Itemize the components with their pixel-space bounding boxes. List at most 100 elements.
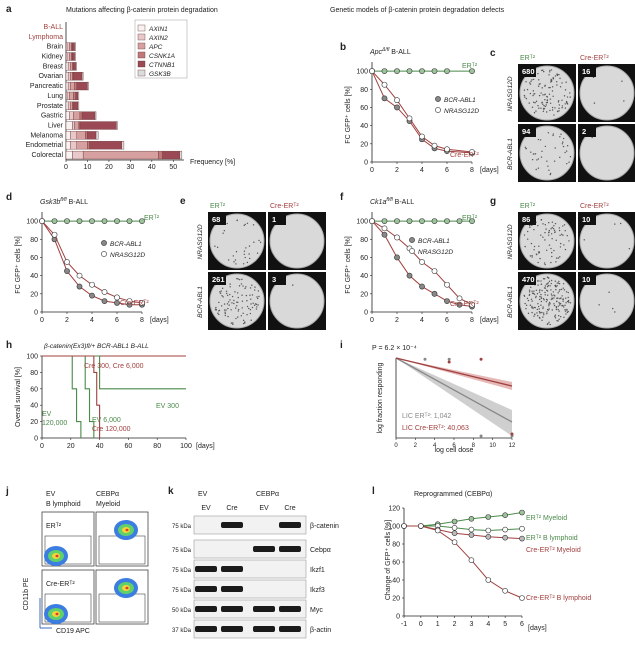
h-xtick-label: 100 <box>180 443 192 450</box>
j-density-peak <box>55 612 59 616</box>
c-colony <box>540 107 542 109</box>
c-colony <box>559 136 561 138</box>
e-colony <box>220 305 223 307</box>
e-colony <box>232 255 234 257</box>
l-xtick-label: 2 <box>453 621 457 628</box>
b-title-sup: Δ/fl <box>381 47 390 53</box>
e-well <box>209 213 265 269</box>
g-colony <box>558 280 560 283</box>
i-ci-band-ert2 <box>396 358 512 436</box>
g-colony <box>536 253 538 256</box>
g-colony <box>543 262 546 264</box>
f-ytick-label: 60 <box>360 255 368 262</box>
g-colony <box>540 304 542 306</box>
g-colony <box>563 244 565 246</box>
a-bar-gsk3b <box>81 72 84 81</box>
c-colony <box>530 80 532 83</box>
g-colony <box>554 317 557 319</box>
g-colony <box>564 248 567 251</box>
g-colony <box>523 295 526 297</box>
e-colony <box>256 296 258 298</box>
g-colony <box>539 257 541 260</box>
g-colony <box>553 225 555 227</box>
e-count-box <box>270 214 286 225</box>
l-ytick-label: 40 <box>392 578 400 585</box>
k-band <box>279 606 301 612</box>
c-colony <box>534 153 537 155</box>
g-colony <box>546 283 549 285</box>
l-point <box>468 532 475 538</box>
a-bar-apc <box>73 111 81 120</box>
i-xtick-label: 10 <box>489 443 496 449</box>
c-row2-label: BCR-ABL1 <box>507 138 514 170</box>
d-title: Gsk3bfl/fl B-ALL <box>40 197 88 206</box>
b-xtick-label: 4 <box>420 167 424 174</box>
g-colony <box>566 234 568 237</box>
e-colony <box>246 261 249 264</box>
g-colony <box>559 246 562 248</box>
c-colony <box>551 106 554 109</box>
g-colony <box>565 313 567 315</box>
c-colony <box>558 73 560 76</box>
c-colony <box>548 86 550 89</box>
e-colony <box>231 302 233 304</box>
g-colony <box>547 282 550 284</box>
l-series-line <box>404 525 523 599</box>
c-colony <box>542 94 544 96</box>
f-point <box>431 268 438 274</box>
i-xtick-label: 2 <box>414 443 418 449</box>
c-colony <box>523 89 526 91</box>
g-colony <box>528 289 531 291</box>
d-point <box>51 218 58 224</box>
c-colony <box>538 107 540 109</box>
c-colony <box>548 93 551 95</box>
i-fit-line <box>395 357 513 423</box>
f-xtick-label: 4 <box>420 317 424 324</box>
c-colony <box>561 143 564 145</box>
g-colony <box>550 289 552 291</box>
a-bar-axin2 <box>67 62 71 71</box>
b-ylabel: FC GFP⁺ cells [%] <box>345 86 352 143</box>
g-colony <box>533 290 535 292</box>
a-bar-axin1 <box>65 101 69 110</box>
g-colony <box>551 255 553 258</box>
g-colony <box>546 311 548 313</box>
a-bar-ctnnb1 <box>72 52 75 61</box>
f-legend-label: BCR-ABL1 <box>418 238 450 245</box>
g-colony <box>558 282 561 285</box>
e-colony <box>254 286 256 288</box>
j-density-peak <box>55 554 59 558</box>
a-bar-ctnnb1 <box>89 141 122 150</box>
k-band <box>195 586 217 592</box>
a-tick-label: 40 <box>148 164 156 171</box>
g-colony <box>544 291 546 294</box>
f-legend-label: NRASG12D <box>418 249 453 256</box>
a-bar-ctnnb1 <box>73 101 79 110</box>
a-bar-apc <box>69 42 72 51</box>
e-colony <box>218 301 220 304</box>
g-colony <box>550 279 553 282</box>
e-colony <box>225 290 228 292</box>
f-point <box>381 231 388 238</box>
g-colony <box>545 228 547 230</box>
d-point <box>64 218 70 224</box>
h-label-ev120k-2: 120,000 <box>42 420 67 427</box>
g-colony <box>533 245 536 248</box>
g-colony <box>551 226 553 229</box>
g-colony <box>559 302 562 305</box>
d-point <box>51 231 58 238</box>
g-colony <box>555 239 557 241</box>
b-title-gene: Apc <box>369 49 383 56</box>
g-colony <box>557 308 559 311</box>
b-point <box>444 68 450 74</box>
e-row2-label: BCR-ABL1 <box>197 286 204 318</box>
a-legend-label: GSK3B <box>149 71 171 78</box>
e-colony <box>258 239 260 242</box>
c-colony <box>544 105 547 108</box>
f-ytick-label: 100 <box>356 219 368 226</box>
genetic-models-title: Genetic models of β-catenin protein degr… <box>330 7 505 14</box>
l-xtick-label: 1 <box>436 621 440 628</box>
c-colony <box>554 107 556 109</box>
a-bar-axin1 <box>65 150 73 160</box>
a-bar-csnk1a <box>158 150 163 160</box>
